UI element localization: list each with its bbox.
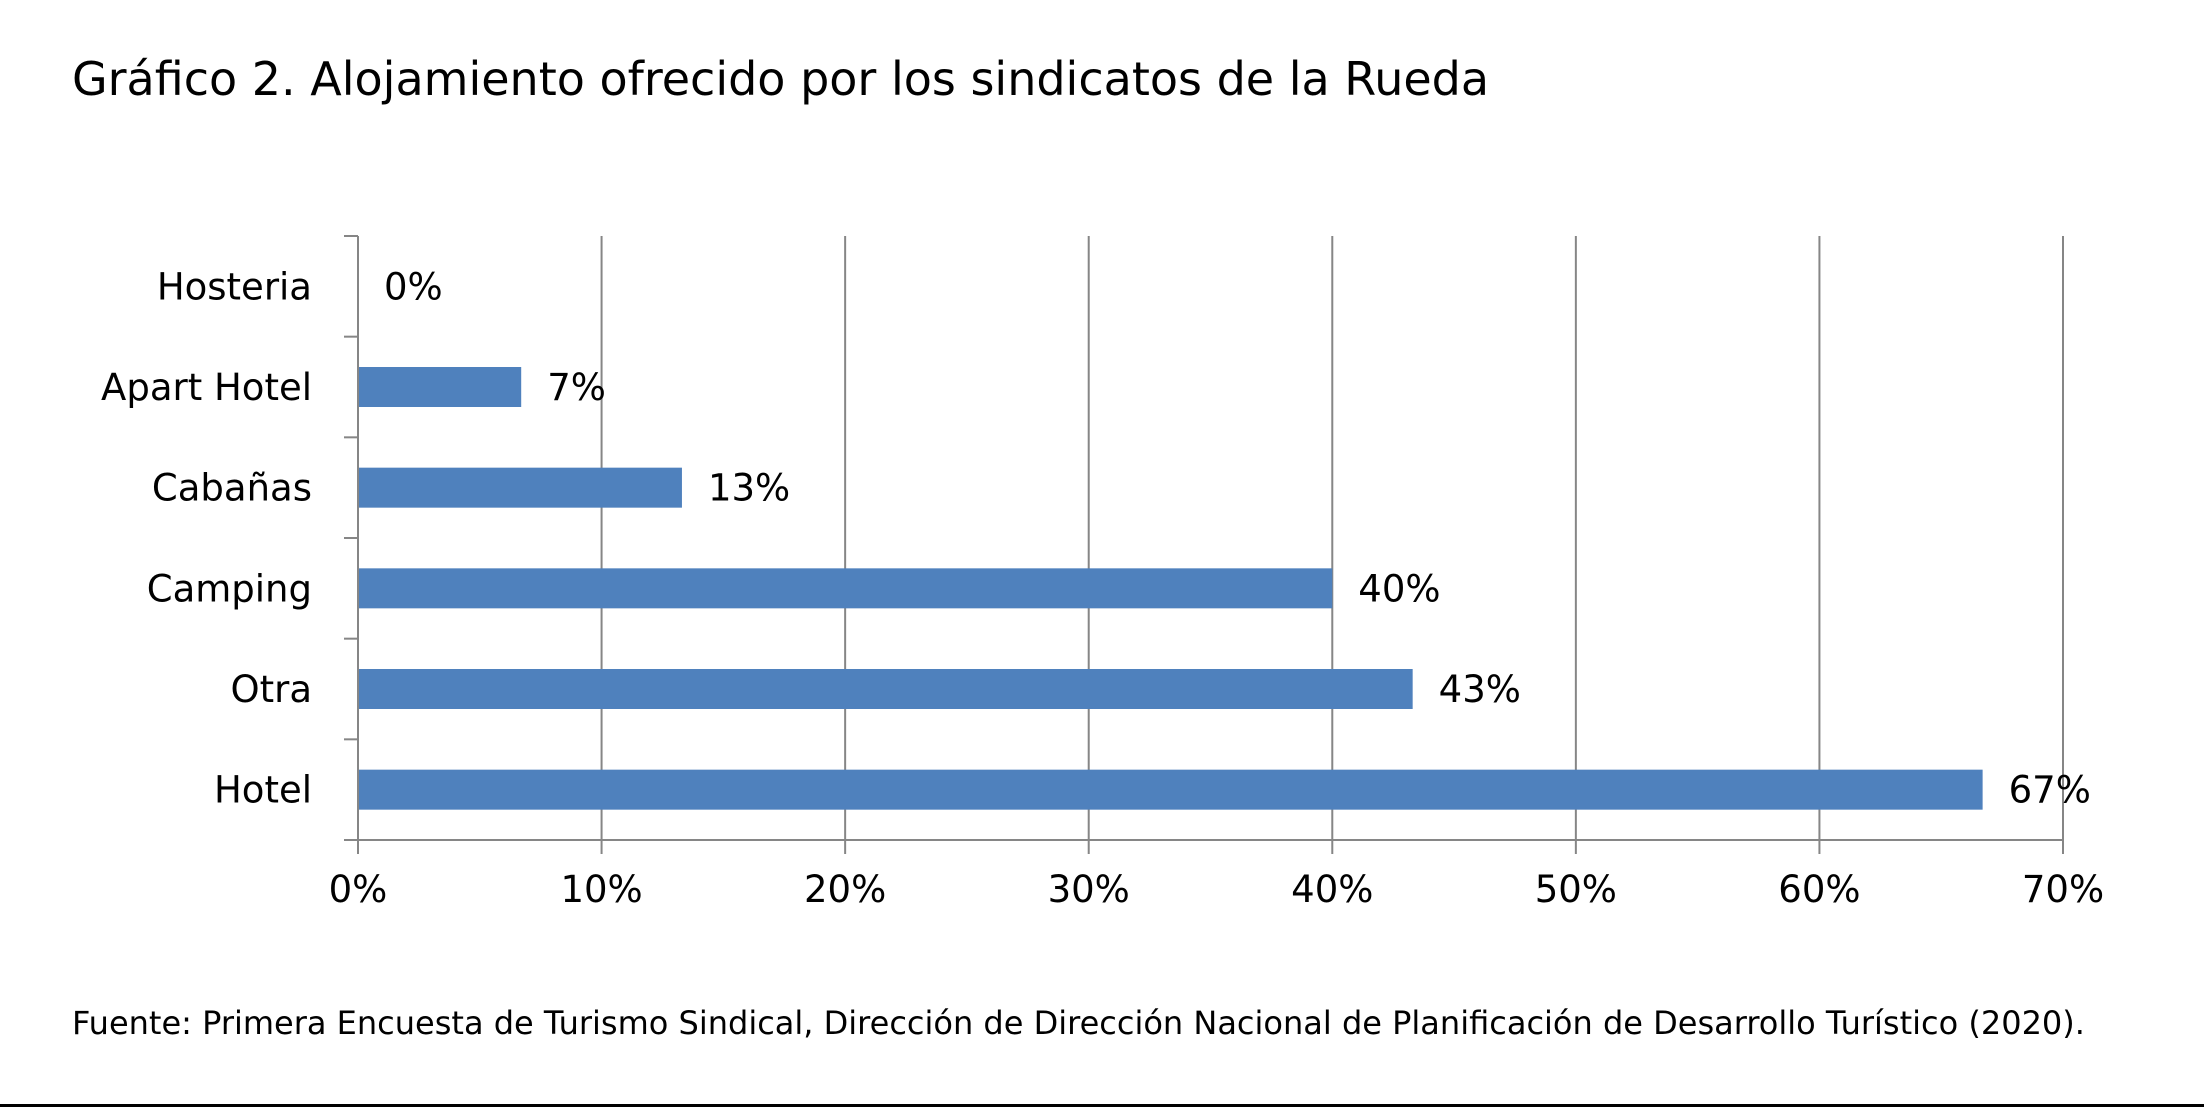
category-label: Cabañas (152, 467, 312, 510)
x-tick-label: 10% (560, 868, 642, 911)
bars (358, 367, 1983, 810)
data-label: 67% (2009, 769, 2091, 812)
category-label: Camping (147, 567, 312, 610)
chart-title: Gráfico 2. Alojamiento ofrecido por los … (72, 52, 1490, 106)
x-tick-label: 0% (329, 868, 388, 911)
data-label: 13% (708, 467, 790, 510)
axes (344, 235, 2064, 854)
data-label: 0% (384, 265, 443, 308)
grid-lines (600, 236, 2064, 840)
category-label: Hotel (214, 769, 312, 812)
category-label: Hosteria (157, 265, 312, 308)
bar (358, 467, 682, 508)
data-label: 40% (1358, 567, 1440, 610)
category-label: Otra (230, 668, 312, 711)
bar (358, 568, 1333, 609)
x-tick-label: 60% (1778, 868, 1860, 911)
x-tick-label: 40% (1291, 868, 1373, 911)
x-tick-label: 70% (2022, 868, 2104, 911)
chart-source: Fuente: Primera Encuesta de Turismo Sind… (72, 1004, 2085, 1042)
bar (358, 769, 1983, 810)
x-tick-label: 30% (1048, 868, 1130, 911)
labels: 0% 10% 20% 30% 40% 50% 60% 70% Hosteria Apart Hot… (101, 265, 2104, 911)
bar (358, 367, 522, 407)
x-tick-label: 50% (1535, 868, 1617, 911)
category-label: Apart Hotel (101, 366, 312, 409)
bar (358, 669, 1413, 709)
data-label: 43% (1439, 668, 1521, 711)
data-label: 7% (547, 366, 606, 409)
x-tick-label: 20% (804, 868, 886, 911)
